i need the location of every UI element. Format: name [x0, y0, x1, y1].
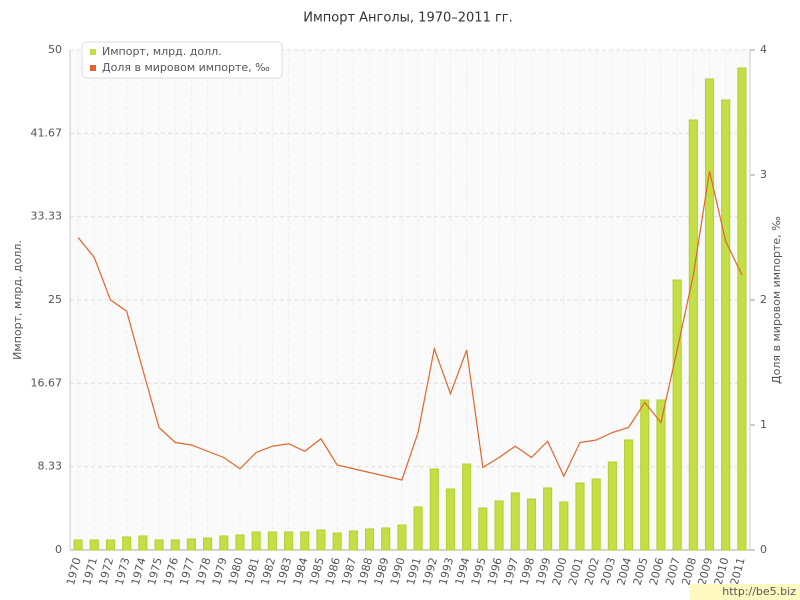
bar	[575, 482, 585, 551]
bar	[672, 279, 682, 551]
bar	[478, 507, 488, 551]
line	[77, 171, 743, 481]
bar	[543, 487, 553, 551]
bar	[348, 530, 358, 551]
bar	[73, 539, 83, 551]
bar	[300, 531, 310, 551]
bar	[445, 488, 456, 551]
bar	[591, 478, 601, 551]
y-tick-label: 25	[48, 293, 62, 306]
bar	[235, 534, 245, 551]
bar	[656, 399, 666, 551]
bar	[154, 539, 164, 551]
bar	[170, 539, 180, 551]
bar	[138, 535, 148, 551]
y-axis-title: Импорт, млрд. долл.	[11, 240, 24, 360]
y-tick-label: 50	[48, 43, 62, 56]
bar	[316, 529, 326, 551]
chart-title: Импорт Анголы, 1970–2011 гг.	[303, 11, 513, 26]
y2-tick-label: 1	[760, 418, 767, 431]
watermark-bg	[690, 584, 800, 600]
bar	[624, 439, 634, 551]
y-tick-label: 41.67	[31, 126, 63, 139]
y2-axis-title: Доля в мировом импорте, ‰	[770, 216, 783, 384]
bar	[186, 538, 196, 551]
legend-swatch	[90, 49, 96, 55]
bar	[494, 500, 504, 551]
bar	[122, 536, 132, 551]
bar	[640, 399, 650, 551]
bar	[526, 498, 536, 551]
bar	[737, 67, 747, 551]
legend-label: Доля в мировом импорте, ‰	[102, 61, 270, 74]
bar	[510, 492, 520, 551]
y2-tick-label: 2	[760, 293, 767, 306]
y2-tick-label: 3	[760, 168, 767, 181]
legend-label: Импорт, млрд. долл.	[102, 45, 222, 58]
legend-swatch	[90, 65, 96, 71]
bar	[607, 461, 617, 551]
y-tick-label: 16.67	[31, 376, 63, 389]
bar	[89, 539, 99, 551]
bar	[381, 527, 391, 551]
y2-tick-label: 0	[760, 543, 767, 556]
y2-tick-label: 4	[760, 43, 767, 56]
bar	[251, 531, 261, 551]
bar	[105, 539, 116, 551]
bar	[332, 532, 342, 551]
watermark: http://be5.biz	[722, 585, 796, 598]
bar	[429, 468, 439, 551]
bar	[364, 528, 375, 551]
bar	[462, 463, 472, 551]
bar	[267, 531, 277, 551]
bar	[721, 99, 731, 551]
legend-box	[81, 41, 283, 79]
bar	[413, 506, 423, 551]
y-tick-label: 0	[55, 543, 62, 556]
bar	[397, 524, 407, 551]
bar	[559, 501, 569, 551]
bar	[219, 535, 229, 551]
y-tick-label: 8.33	[38, 460, 63, 473]
bar	[284, 531, 294, 551]
bar	[203, 537, 213, 551]
bar	[688, 119, 698, 551]
bar	[704, 78, 715, 551]
y-tick-label: 33.33	[31, 210, 63, 223]
